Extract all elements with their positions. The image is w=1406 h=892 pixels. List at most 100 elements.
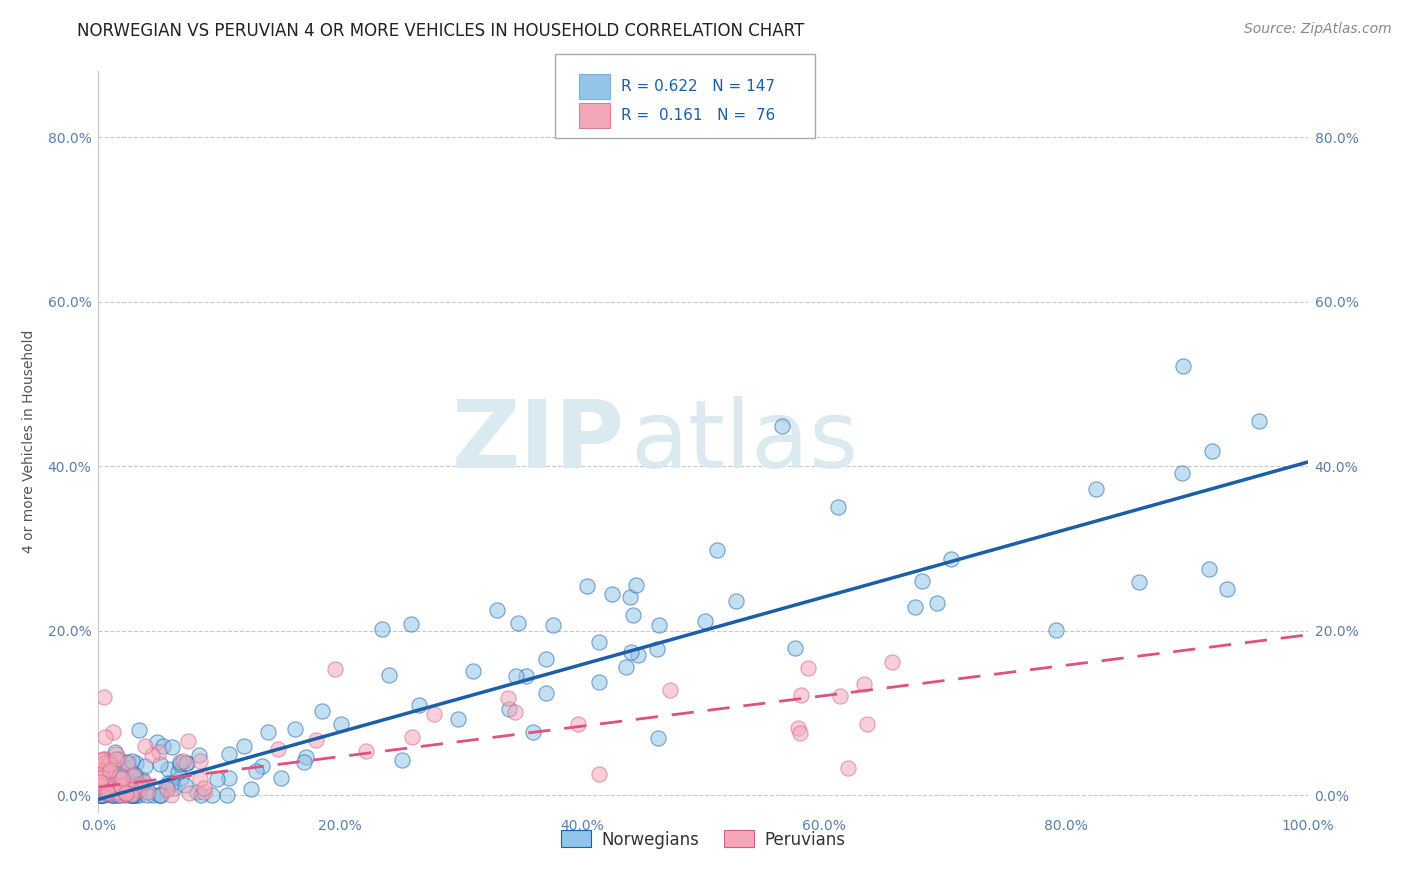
Point bbox=[177, 734, 200, 748]
Point bbox=[115, 779, 138, 793]
Point bbox=[121, 789, 143, 803]
Point bbox=[770, 419, 793, 434]
Point bbox=[118, 761, 141, 775]
Point bbox=[1201, 443, 1223, 458]
Point bbox=[172, 754, 194, 768]
Point bbox=[115, 786, 138, 800]
Point bbox=[148, 789, 170, 803]
Point bbox=[155, 781, 177, 796]
Point bbox=[98, 764, 121, 778]
Point bbox=[111, 786, 134, 800]
Point bbox=[107, 789, 129, 803]
Point bbox=[114, 787, 136, 801]
Y-axis label: 4 or more Vehicles in Household: 4 or more Vehicles in Household bbox=[22, 330, 37, 553]
Point bbox=[93, 776, 115, 790]
Point bbox=[94, 786, 117, 800]
Point bbox=[830, 689, 852, 703]
Point bbox=[163, 780, 186, 795]
Point bbox=[89, 763, 111, 777]
Point bbox=[1128, 575, 1150, 590]
Point bbox=[201, 789, 224, 803]
Point bbox=[534, 686, 557, 700]
Point bbox=[627, 648, 650, 663]
Point bbox=[152, 739, 174, 754]
Point bbox=[117, 762, 139, 776]
Point bbox=[648, 617, 671, 632]
Point bbox=[114, 789, 136, 803]
Point bbox=[93, 730, 115, 744]
Point bbox=[515, 669, 537, 683]
Point bbox=[600, 587, 623, 601]
Point bbox=[925, 596, 948, 610]
Point bbox=[121, 789, 143, 803]
Point bbox=[94, 786, 117, 800]
Point bbox=[101, 789, 124, 803]
Point bbox=[104, 747, 127, 761]
Point bbox=[89, 769, 111, 783]
Point bbox=[534, 652, 557, 666]
Point bbox=[96, 779, 118, 793]
Point bbox=[141, 748, 163, 763]
Point bbox=[693, 614, 716, 628]
Point bbox=[148, 789, 170, 803]
Point bbox=[853, 677, 876, 691]
Point bbox=[128, 723, 150, 737]
Point bbox=[112, 777, 135, 791]
Point bbox=[505, 705, 527, 719]
Point bbox=[218, 771, 240, 785]
Point bbox=[125, 756, 148, 771]
Point bbox=[250, 759, 273, 773]
Point bbox=[89, 779, 111, 793]
Point bbox=[91, 757, 114, 772]
Point bbox=[117, 755, 139, 769]
Point bbox=[174, 756, 197, 770]
Point bbox=[588, 767, 610, 781]
Point bbox=[463, 664, 485, 678]
Point bbox=[323, 662, 346, 676]
Point bbox=[1084, 482, 1107, 496]
Point bbox=[148, 745, 170, 759]
Point bbox=[588, 635, 610, 649]
Point bbox=[647, 642, 669, 657]
Point bbox=[576, 579, 599, 593]
Point bbox=[91, 772, 114, 786]
Point bbox=[111, 771, 134, 785]
Point bbox=[1247, 414, 1270, 428]
Point bbox=[543, 618, 565, 632]
Point bbox=[132, 775, 155, 789]
Point bbox=[149, 757, 172, 772]
Point bbox=[89, 789, 111, 803]
Point bbox=[89, 789, 111, 803]
Point bbox=[128, 777, 150, 791]
Point bbox=[98, 757, 121, 772]
Point bbox=[496, 691, 519, 706]
Point bbox=[89, 780, 111, 795]
Point bbox=[188, 772, 211, 787]
Text: ZIP: ZIP bbox=[451, 395, 624, 488]
Point bbox=[295, 750, 318, 764]
Point bbox=[160, 775, 183, 789]
Point bbox=[121, 789, 143, 803]
Point bbox=[904, 600, 927, 615]
Point bbox=[354, 744, 377, 758]
Point bbox=[522, 725, 544, 739]
Point bbox=[371, 622, 394, 636]
Point bbox=[89, 774, 111, 789]
Point bbox=[1216, 582, 1239, 597]
Point bbox=[94, 764, 117, 779]
Point bbox=[127, 783, 149, 797]
Point bbox=[120, 782, 142, 797]
Point bbox=[110, 779, 132, 793]
Point bbox=[121, 754, 143, 768]
Point bbox=[105, 782, 128, 797]
Text: R = 0.622   N = 147: R = 0.622 N = 147 bbox=[621, 79, 776, 95]
Point bbox=[506, 615, 529, 630]
Point bbox=[790, 689, 813, 703]
Point bbox=[179, 786, 201, 800]
Point bbox=[619, 590, 641, 604]
Point bbox=[125, 789, 148, 803]
Point bbox=[101, 789, 124, 803]
Point bbox=[391, 753, 413, 767]
Point bbox=[157, 762, 180, 776]
Point bbox=[98, 782, 121, 797]
